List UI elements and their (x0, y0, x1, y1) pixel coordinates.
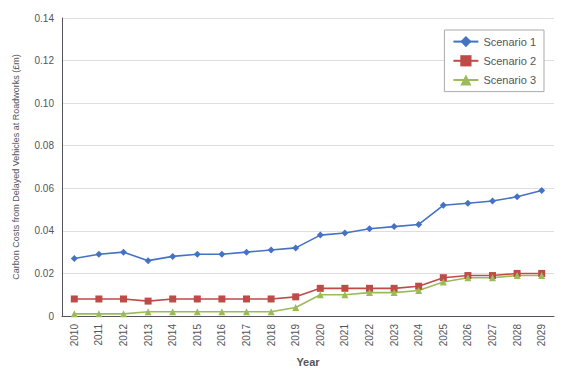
svg-text:2025: 2025 (438, 324, 449, 347)
svg-text:2021: 2021 (339, 324, 350, 347)
svg-text:0.08: 0.08 (35, 140, 55, 151)
svg-text:2015: 2015 (192, 324, 203, 347)
svg-text:2018: 2018 (266, 324, 277, 347)
svg-text:Carbon Costs from Delayed Vehi: Carbon Costs from Delayed Vehicles at Ro… (11, 54, 21, 280)
svg-text:2012: 2012 (118, 324, 129, 347)
svg-text:0: 0 (48, 311, 54, 322)
svg-text:2022: 2022 (364, 324, 375, 347)
svg-text:Scenario 1: Scenario 1 (483, 36, 536, 48)
svg-text:2026: 2026 (462, 324, 473, 347)
svg-text:2020: 2020 (315, 324, 326, 347)
svg-text:2014: 2014 (167, 324, 178, 347)
svg-text:Scenario 2: Scenario 2 (483, 55, 536, 67)
svg-text:2019: 2019 (290, 324, 301, 347)
svg-text:0.02: 0.02 (35, 268, 55, 279)
svg-text:2027: 2027 (487, 324, 498, 347)
svg-text:2023: 2023 (389, 324, 400, 347)
svg-text:0.10: 0.10 (35, 98, 55, 109)
svg-text:0.06: 0.06 (35, 183, 55, 194)
svg-text:2029: 2029 (536, 324, 547, 347)
svg-text:Year: Year (296, 356, 320, 368)
svg-text:0.12: 0.12 (35, 55, 55, 66)
svg-text:2024: 2024 (413, 324, 424, 347)
svg-text:2017: 2017 (241, 324, 252, 347)
svg-text:2011: 2011 (93, 324, 104, 346)
svg-text:2028: 2028 (512, 324, 523, 347)
svg-text:2016: 2016 (216, 324, 227, 347)
svg-text:2013: 2013 (143, 324, 154, 347)
svg-text:0.14: 0.14 (35, 13, 55, 24)
svg-text:Scenario 3: Scenario 3 (483, 74, 536, 86)
svg-text:0.04: 0.04 (35, 225, 55, 236)
svg-text:2010: 2010 (69, 324, 80, 347)
